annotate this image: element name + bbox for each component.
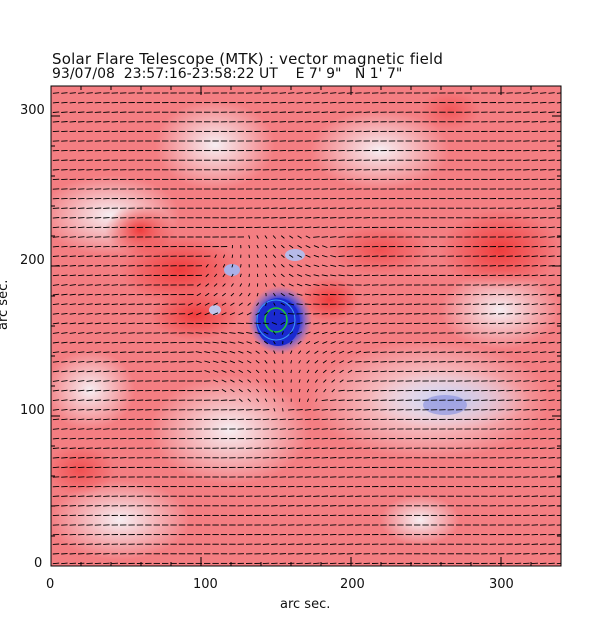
figure-title: Solar Flare Telescope (MTK) : vector mag… [52, 50, 444, 68]
y-tick-label: 0 [34, 556, 43, 571]
x-tick-label: 0 [46, 577, 55, 592]
x-axis-label: arc sec. [280, 597, 331, 612]
x-tick-label: 100 [193, 577, 218, 592]
y-axis-label: arc sec. [0, 279, 11, 330]
figure-subtitle: 93/07/08 23:57:16-23:58:22 UT E 7' 9" N … [52, 66, 403, 82]
y-tick-label: 100 [20, 403, 45, 418]
x-tick-label: 300 [489, 577, 514, 592]
magnetogram-image [51, 86, 561, 566]
y-tick-label: 200 [20, 253, 45, 268]
x-tick-label: 200 [340, 577, 365, 592]
y-tick-label: 300 [20, 103, 45, 118]
